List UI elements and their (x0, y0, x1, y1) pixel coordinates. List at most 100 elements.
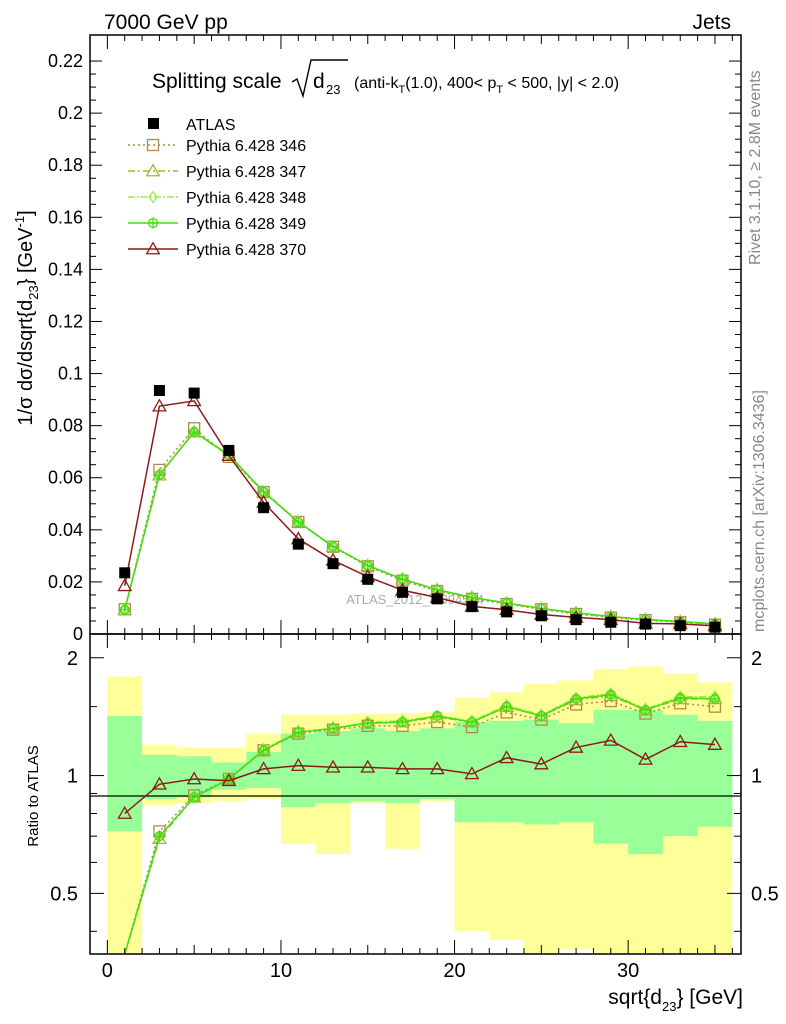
ratio-series-point (605, 689, 617, 701)
ratio-plot-area: 0.5 0.51 12 20 10 20 30 (50, 633, 779, 982)
legend-label: Pythia 6.428 346 (186, 138, 306, 155)
y-axis-label-main: 1/σ dσ/dsqrt{d23} [GeV-1] (12, 210, 41, 425)
data-point (431, 593, 443, 605)
data-point (570, 614, 582, 626)
stat-uncertainty-band (593, 710, 629, 844)
mcplots-label: mcplots.cern.ch [arXiv:1306.3436] (751, 390, 768, 632)
ratio-series-point (362, 717, 374, 729)
title-rest-0: (anti-k (354, 75, 399, 92)
data-point (501, 606, 513, 618)
legend-marker-atlas (148, 118, 159, 129)
ratio-series-point (640, 704, 652, 716)
main-ytick-label: 0.14 (48, 259, 83, 279)
ratio-frame (89, 633, 742, 955)
title-rest-3: T (496, 84, 503, 96)
main-series-point (119, 604, 131, 616)
header-left: 7000 GeV pp (104, 11, 228, 34)
data-point (396, 586, 408, 598)
title-sqrt-sign (291, 59, 348, 99)
xtick-label: 30 (617, 960, 639, 982)
ratio-series-point (466, 716, 478, 728)
xlabel-sub: 23 (662, 999, 676, 1014)
data-point (292, 538, 304, 550)
main-ytick-label: 0.2 (58, 103, 83, 123)
main-ytick-label: 0.18 (48, 155, 83, 175)
data-point (119, 567, 131, 579)
header-right: Jets (692, 11, 731, 34)
data-point (258, 502, 270, 514)
ratio-series-point (151, 776, 167, 790)
ratio-series-point (464, 766, 480, 780)
xlabel-end: } [GeV] (676, 986, 743, 1009)
main-series-line (123, 400, 716, 627)
ratio-series-point (258, 744, 270, 756)
ratio-series-point (431, 710, 443, 722)
main-ytick-label: 0.12 (48, 311, 83, 331)
ratio-series-point (535, 710, 547, 722)
xtick-label: 20 (443, 960, 465, 982)
ylabel-end: } [GeV (15, 227, 37, 285)
ratio-ytick-label-right: 1 (751, 766, 762, 788)
data-point (188, 387, 200, 399)
legend: ATLAS Pythia 6.428 346 Pythia 6.428 347 Py… (128, 117, 306, 259)
y-axis-label-ratio: Ratio to ATLAS (25, 745, 42, 846)
ratio-series-point (290, 758, 306, 772)
legend-marker (145, 241, 161, 255)
ratio-ytick-label: 0.5 (50, 883, 78, 905)
ratio-series-point (429, 761, 445, 775)
ratio-series-point (360, 759, 376, 773)
data-point (466, 601, 478, 613)
ratio-series-point (709, 693, 721, 705)
stat-uncertainty-band (558, 723, 594, 823)
main-series-line (123, 430, 716, 625)
main-series-point (292, 516, 304, 528)
data-point (535, 610, 547, 622)
ratio-series-point (292, 726, 304, 738)
ratio-series-point (117, 805, 133, 819)
stat-uncertainty-band (489, 720, 524, 823)
main-series-point (153, 469, 165, 481)
xtick-label: 10 (270, 960, 292, 982)
data-point (327, 558, 339, 570)
main-ytick-label: 0.22 (48, 51, 83, 71)
ratio-ytick-label-right: 2 (751, 648, 762, 670)
main-ytick-label: 0.04 (48, 520, 83, 540)
ylabel-close: ] (15, 210, 37, 216)
stat-uncertainty-band (697, 720, 733, 827)
ratio-series-point (153, 830, 165, 842)
ratio-series-point (638, 751, 653, 765)
ratio-series-point (186, 771, 202, 785)
title-var: d (313, 70, 325, 93)
stat-uncertainty-band (385, 730, 420, 804)
main-plot-area: 0 0.02 0.04 0.06 0.08 0.1 0.12 0.14 0.16 0.18 0.2 0… (48, 34, 742, 644)
title-rest: (anti-kT(1.0), 400< pT < 500, |y| < 2.0) (354, 75, 619, 96)
ylabel-sup: -1 (12, 216, 27, 228)
xtick-label: 0 (102, 960, 113, 982)
title-rest-1: T (398, 84, 405, 96)
ratio-series-point (188, 791, 200, 803)
ratio-series-point (570, 693, 582, 705)
stat-uncertainty-band (524, 719, 559, 825)
stat-uncertainty-band (628, 710, 663, 855)
stat-uncertainty-band (662, 714, 698, 837)
data-point (153, 384, 165, 396)
watermark: ATLAS_2012_I1094564 (346, 592, 484, 607)
main-ytick-label: 0.06 (48, 468, 83, 488)
legend-marker (147, 217, 159, 229)
ratio-ytick-label: 1 (67, 766, 78, 788)
main-ytick-label: 0 (73, 624, 83, 644)
main-ytick-label: 0.16 (48, 207, 83, 227)
data-point (674, 620, 686, 632)
main-ytick-label: 0.02 (48, 572, 83, 592)
title-rest-4: < 500, |y| < 2.0) (503, 75, 619, 92)
ratio-series-point (501, 701, 513, 713)
title-var-sub: 23 (326, 82, 340, 97)
main-series-point (188, 426, 200, 438)
x-axis-label: sqrt{d23} [GeV] (608, 986, 743, 1014)
ratio-series-point (221, 773, 237, 787)
ratio-series-point (672, 734, 688, 748)
legend-marker (148, 190, 158, 204)
legend-label: Pythia 6.428 370 (186, 242, 306, 259)
ratio-series-point (327, 722, 339, 734)
